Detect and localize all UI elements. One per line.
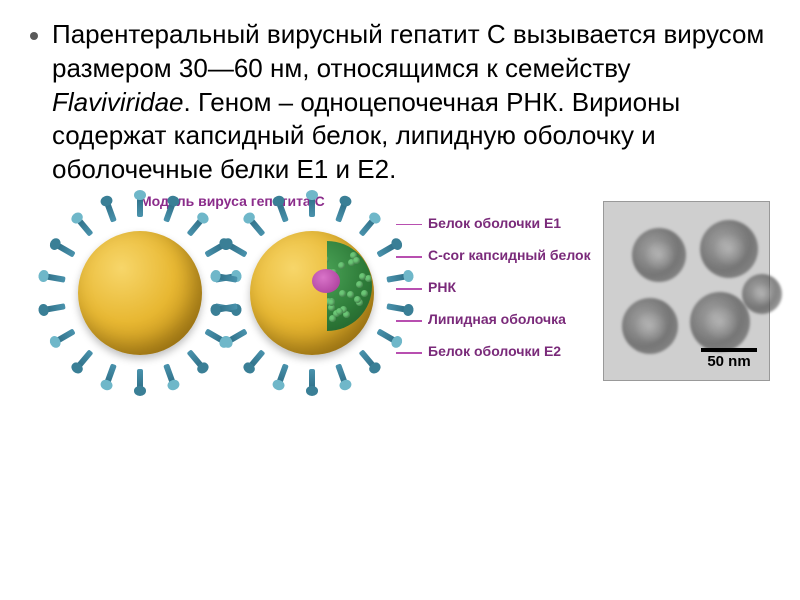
capsid-dot-icon bbox=[356, 281, 363, 288]
virus-intact bbox=[60, 213, 220, 373]
virus-cutaway bbox=[232, 213, 392, 373]
capsid-dot-icon bbox=[353, 257, 360, 264]
spike-e2-icon bbox=[187, 349, 204, 368]
virion-particle-icon bbox=[622, 298, 678, 354]
spike-e1-icon bbox=[104, 363, 116, 384]
virion-particle-icon bbox=[700, 220, 758, 278]
main-paragraph: Парентеральный вирусный гепатит С вызыва… bbox=[52, 18, 770, 187]
label-lipid: Липидная оболочка bbox=[400, 311, 595, 327]
spike-e1-icon bbox=[276, 363, 288, 384]
spike-e2-icon bbox=[309, 369, 315, 389]
spike-e1-icon bbox=[335, 363, 347, 384]
capsid-dot-icon bbox=[338, 262, 345, 269]
label-rna: РНК bbox=[400, 279, 595, 295]
spike-e2-icon bbox=[104, 202, 116, 223]
text-prefix: Парентеральный вирусный гепатит С вызыва… bbox=[52, 19, 764, 83]
capsid-dot-icon bbox=[347, 291, 354, 298]
spike-e1-icon bbox=[187, 218, 204, 237]
text-italic: Flaviviridae bbox=[52, 87, 184, 117]
spike-e1-icon bbox=[55, 328, 75, 343]
spike-e1-icon bbox=[359, 218, 376, 237]
spike-e1-icon bbox=[248, 218, 265, 237]
label-capsid: C-cor капсидный белок bbox=[400, 247, 595, 263]
scale-bar: 50 nm bbox=[701, 348, 757, 370]
electron-micrograph: 50 nm bbox=[603, 201, 770, 381]
scale-label: 50 nm bbox=[707, 353, 750, 370]
spike-e1-icon bbox=[76, 218, 93, 237]
spike-e1-icon bbox=[309, 197, 315, 217]
spike-e2-icon bbox=[45, 303, 66, 312]
capsid-dot-icon bbox=[361, 290, 368, 297]
label-column: Белок оболочки E1 C-cor капсидный белок … bbox=[400, 213, 595, 359]
virion-particle-icon bbox=[690, 292, 750, 352]
spike-e2-icon bbox=[227, 242, 247, 257]
capsid-dot-icon bbox=[339, 290, 346, 297]
diagram-area: Белок оболочки E1 C-cor капсидный белок … bbox=[30, 213, 770, 590]
spike-e1-icon bbox=[163, 363, 175, 384]
bullet-dot-icon bbox=[30, 32, 38, 40]
spike-e1-icon bbox=[137, 197, 143, 217]
spike-e2-icon bbox=[248, 349, 265, 368]
virus-envelope bbox=[78, 231, 202, 355]
spike-e1-icon bbox=[376, 328, 396, 343]
bullet-item: Парентеральный вирусный гепатит С вызыва… bbox=[30, 18, 770, 187]
spike-e1-icon bbox=[227, 328, 247, 343]
slide: Парентеральный вирусный гепатит С вызыва… bbox=[0, 0, 800, 600]
spike-e1-icon bbox=[45, 273, 66, 282]
scale-line-icon bbox=[701, 348, 757, 352]
spike-e2-icon bbox=[137, 369, 143, 389]
spike-e2-icon bbox=[376, 242, 396, 257]
spike-e2-icon bbox=[55, 242, 75, 257]
label-e1: Белок оболочки E1 bbox=[400, 215, 595, 231]
virion-particle-icon bbox=[742, 274, 782, 314]
virion-particle-icon bbox=[632, 228, 686, 282]
virus-model-pair bbox=[60, 213, 392, 373]
label-e2: Белок оболочки E2 bbox=[400, 343, 595, 359]
rna-genome bbox=[312, 269, 340, 293]
spike-e2-icon bbox=[359, 349, 376, 368]
spike-e2-icon bbox=[76, 349, 93, 368]
